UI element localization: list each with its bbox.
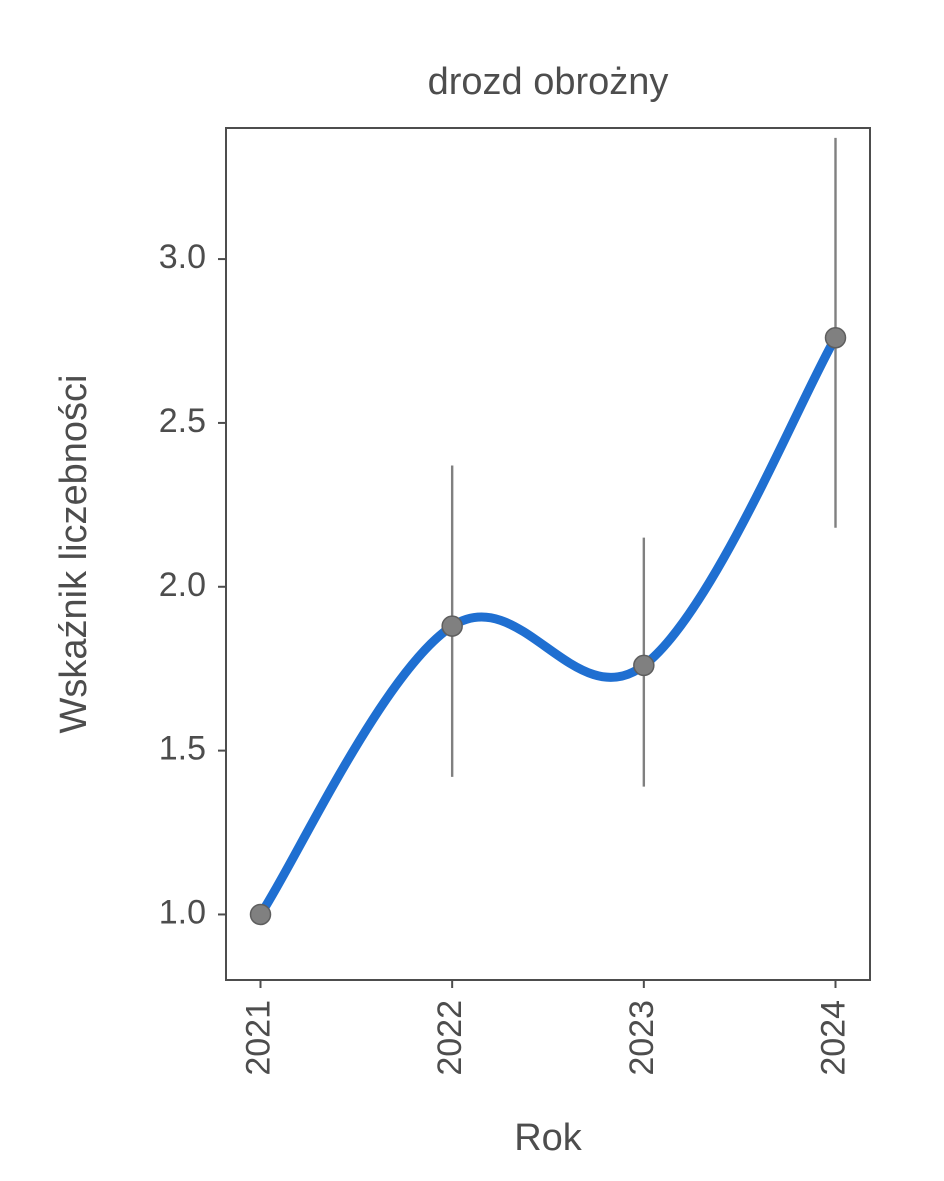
chart-background (0, 0, 944, 1181)
y-tick-label: 2.0 (159, 566, 206, 604)
y-tick-label: 1.5 (159, 730, 206, 768)
data-point (251, 904, 271, 924)
data-point (442, 616, 462, 636)
chart-container: 1.0 1.5 2.0 2.5 3.0 2021 2022 2023 2024 drozd obr… (0, 0, 944, 1181)
x-tick-label: 2024 (814, 1000, 852, 1076)
y-tick-label: 2.5 (159, 402, 206, 440)
data-point (826, 328, 846, 348)
x-axis-label: Rok (514, 1117, 583, 1159)
x-tick-label: 2022 (431, 1000, 469, 1076)
y-axis-label: Wskaźnik liczebności (53, 375, 95, 734)
x-tick-label: 2021 (239, 1000, 277, 1076)
chart-title: drozd obrożny (428, 61, 669, 103)
chart-svg: 1.0 1.5 2.0 2.5 3.0 2021 2022 2023 2024 drozd obr… (0, 0, 944, 1181)
data-point (634, 655, 654, 675)
y-tick-label: 1.0 (159, 893, 206, 931)
x-tick-label: 2023 (623, 1000, 661, 1076)
y-tick-label: 3.0 (159, 238, 206, 276)
